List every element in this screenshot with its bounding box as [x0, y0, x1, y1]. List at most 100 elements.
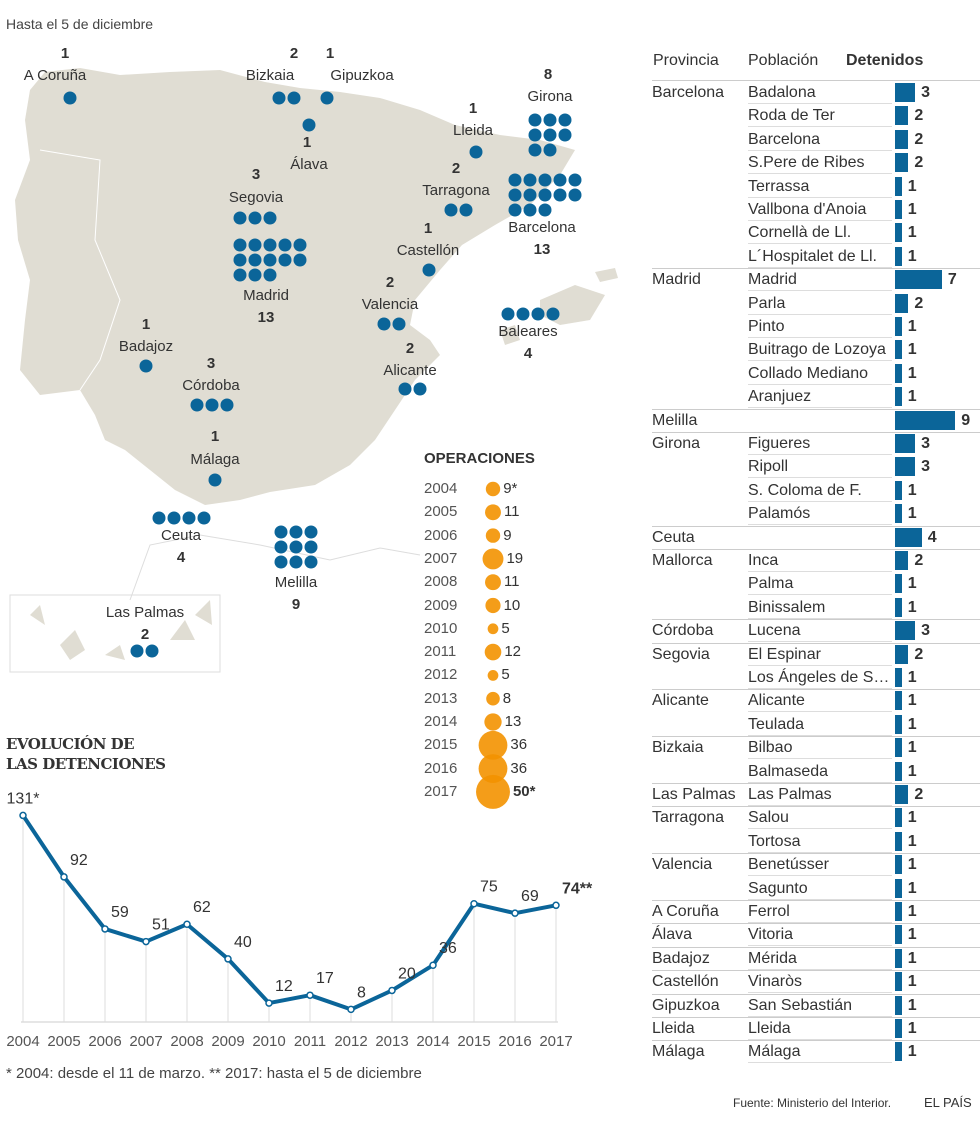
map-region-label: Gipuzkoa [330, 67, 394, 84]
detenidos-bar [895, 551, 909, 570]
poblacion-cell: Aranjuez [748, 387, 892, 409]
caption: Hasta el 5 de diciembre [6, 16, 154, 32]
detenidos-bar [895, 925, 902, 945]
map-count: 1 [141, 316, 151, 333]
operation-bubble [485, 597, 501, 614]
group-divider [652, 783, 980, 784]
table-row: Parla 2 [652, 292, 980, 315]
x-tick-label: 2012 [334, 1033, 367, 1050]
detention-dot [248, 211, 262, 225]
detenidos-value: 1 [907, 177, 917, 195]
operation-value: 9* [503, 480, 518, 497]
detention-dot [538, 173, 552, 187]
detention-dot [197, 511, 211, 525]
provincia-cell: Badajoz [652, 949, 710, 967]
poblacion-cell: Las Palmas [748, 785, 892, 806]
x-tick-label: 2009 [211, 1033, 244, 1050]
detenidos-bar [895, 785, 909, 804]
group-divider [652, 642, 980, 644]
detenidos-bar [895, 410, 956, 430]
poblacion-cell: Salou [748, 808, 892, 830]
data-label: 40 [234, 934, 252, 951]
poblacion-cell: Málaga [748, 1042, 892, 1064]
data-point [101, 925, 109, 933]
detenidos-bar [895, 644, 909, 664]
detenidos-value: 1 [907, 224, 917, 242]
source: Fuente: Ministerio del Interior. [733, 1096, 892, 1110]
detenidos-bar [895, 691, 902, 711]
table-row: Palamós 1 [652, 502, 980, 526]
operation-bubble [485, 574, 501, 591]
detenidos-value: 2 [914, 107, 924, 125]
x-tick-label: 2005 [47, 1033, 80, 1050]
map-region-label: Castellón [396, 242, 460, 259]
poblacion-cell: Vallbona d'Anoia [748, 200, 892, 221]
group-divider [652, 408, 980, 410]
group-divider [652, 432, 980, 433]
table-row: S. Coloma de F. 1 [652, 479, 980, 502]
detenidos-bar [895, 855, 902, 875]
detenidos-bar [895, 574, 902, 594]
table-row: Lleida Lleida 1 [652, 1017, 980, 1040]
group-divider [652, 1017, 980, 1018]
detenidos-bar [895, 457, 916, 477]
detenidos-value: 1 [907, 1043, 917, 1061]
detention-dot [302, 118, 316, 132]
detention-dot [538, 188, 552, 202]
detention-dot [320, 91, 334, 105]
x-tick-label: 2004 [6, 1033, 39, 1050]
provincia-cell: Álava [652, 926, 693, 944]
data-label: 20 [398, 965, 416, 982]
detention-dot [422, 263, 436, 277]
series-line [21, 814, 557, 1012]
provincia-cell: Málaga [652, 1043, 705, 1061]
detention-dot [501, 307, 515, 321]
detenidos-value: 1 [907, 201, 917, 218]
detention-dot [523, 173, 537, 187]
provincia-cell: Tarragona [652, 809, 725, 827]
operation-value: 10 [503, 596, 521, 614]
chart-title: EVOLUCIÓN DE LAS DETENCIONES [6, 734, 166, 774]
detention-dot [274, 555, 288, 569]
operation-bubble [478, 730, 508, 760]
poblacion-cell: Roda de Ter [748, 106, 892, 128]
footnote: * 2004: desde el 11 de marzo. ** 2017: h… [6, 1065, 422, 1082]
x-tick-label: 2013 [375, 1033, 408, 1050]
x-tick-label: 2006 [88, 1033, 121, 1050]
poblacion-cell: Mérida [748, 949, 892, 970]
detenidos-bar [895, 902, 902, 921]
x-tick-label: 2007 [129, 1033, 162, 1050]
map-count: 1 [60, 45, 70, 62]
map-count: 2 [451, 160, 461, 177]
provincia-cell: Mallorca [652, 552, 713, 569]
detention-dot [248, 238, 262, 252]
operation-bubble [484, 643, 502, 661]
detenidos-value: 3 [921, 435, 930, 452]
map-region-label: Málaga [190, 451, 240, 468]
detenidos-bar [895, 246, 902, 266]
detention-dot [523, 203, 537, 217]
data-label: 8 [357, 984, 366, 1001]
operation-year: 2005 [424, 503, 458, 521]
detenidos-bar [895, 200, 902, 219]
x-tick-label: 2008 [170, 1033, 203, 1050]
map-count: 1 [423, 220, 433, 237]
map-count: 8 [543, 66, 553, 83]
spain-map [9, 68, 618, 673]
detention-dot [304, 540, 318, 554]
group-divider [652, 993, 980, 995]
data-point [142, 937, 150, 946]
operation-year: 2010 [424, 619, 458, 637]
detenidos-bar [895, 363, 902, 383]
data-label: 36 [439, 940, 457, 957]
data-point [306, 991, 314, 999]
detenidos-bar [895, 1042, 902, 1062]
table-row: Binissalem 1 [652, 596, 980, 619]
data-point [224, 955, 232, 963]
map-count: 3 [206, 355, 216, 372]
detention-dot [516, 307, 530, 321]
detention-dot [568, 173, 582, 187]
table-row: Badajoz Mérida 1 [652, 947, 980, 970]
detention-dot [233, 238, 247, 252]
detention-dot [220, 398, 234, 412]
